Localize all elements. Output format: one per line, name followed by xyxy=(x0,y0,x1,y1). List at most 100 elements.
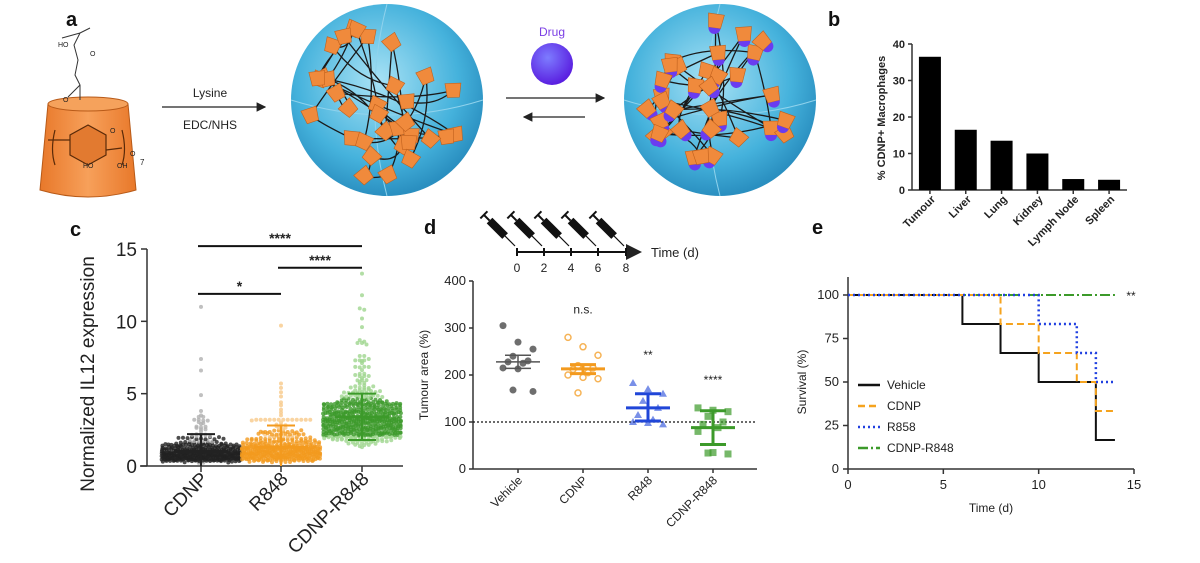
survival-curve xyxy=(848,294,1115,413)
cyclodextrin-icon xyxy=(709,44,726,66)
drug-payload-icon xyxy=(708,88,720,99)
y-axis-label: % CDNP+ Macrophages xyxy=(876,56,888,180)
drug-payload-icon xyxy=(700,130,711,141)
data-point xyxy=(364,342,369,347)
cup-shape xyxy=(369,103,390,124)
timeline-tick-label: 0 xyxy=(514,261,521,275)
timeline-tick-label: 8 xyxy=(623,261,630,275)
data-point xyxy=(346,441,351,446)
cup-shape xyxy=(699,97,720,118)
y-tick-label: 200 xyxy=(444,367,466,382)
data-point xyxy=(634,410,642,418)
data-point xyxy=(282,441,287,446)
y-tick-label: 0 xyxy=(126,457,137,478)
syringe-barrel xyxy=(567,217,589,239)
x-tick-label: Liver xyxy=(947,193,975,221)
x-tick-label: 0 xyxy=(844,477,851,492)
cyclodextrin-icon xyxy=(700,118,723,141)
cup-shape xyxy=(420,128,442,149)
y-axis-label: Survival (%) xyxy=(795,350,809,415)
data-point xyxy=(325,401,330,406)
data-point xyxy=(360,368,364,373)
data-point xyxy=(263,437,268,442)
drug-payload-icon xyxy=(747,58,760,66)
data-point xyxy=(185,446,190,451)
data-point xyxy=(272,439,277,444)
cup-shape xyxy=(636,98,657,119)
bar xyxy=(1098,179,1121,190)
cyclodextrin-icon xyxy=(361,145,383,166)
cup-shape xyxy=(728,126,750,148)
data-point xyxy=(355,440,360,445)
chem-label: HO xyxy=(58,42,69,49)
data-point xyxy=(234,442,239,447)
data-point xyxy=(279,410,283,415)
data-point xyxy=(355,341,360,346)
data-point xyxy=(704,449,712,457)
data-point xyxy=(629,418,637,425)
data-point xyxy=(579,373,587,382)
data-point xyxy=(639,396,647,404)
y-tick-label: 0 xyxy=(899,185,905,197)
y-tick-label: 300 xyxy=(444,320,466,335)
syringe-barrel xyxy=(513,217,535,239)
data-point xyxy=(221,436,226,441)
data-point xyxy=(249,436,254,441)
bar xyxy=(990,140,1013,190)
cup-shape xyxy=(729,66,747,83)
data-point xyxy=(376,429,381,434)
cup-shape xyxy=(698,75,719,97)
data-point xyxy=(332,409,337,414)
cyclodextrin-icon xyxy=(687,77,705,99)
x-tick-label: CDNP-R848 xyxy=(284,469,374,559)
cyclodextrin-icon xyxy=(300,105,319,125)
cyclodextrin-icon xyxy=(397,93,415,110)
data-point xyxy=(217,435,221,440)
data-point xyxy=(299,437,304,442)
legend-label: CDNP-R848 xyxy=(887,441,954,455)
syringe-plunger xyxy=(537,214,545,222)
panel-label-e: e xyxy=(812,217,823,239)
data-point xyxy=(362,307,367,312)
cyclodextrin-icon xyxy=(444,82,462,98)
data-point xyxy=(380,430,384,435)
x-tick-label: CDNP xyxy=(160,469,213,522)
cup-shape xyxy=(650,123,670,143)
y-axis-label: Normalized IL12 expression xyxy=(78,256,99,492)
data-point xyxy=(272,428,277,433)
panel-a-schematic: HO O O O O HO OH 7 Lysine EDC/NHS Drug xyxy=(39,3,817,198)
data-point xyxy=(709,449,717,457)
data-point xyxy=(178,440,183,445)
data-point xyxy=(350,423,355,428)
cyclodextrin-icon xyxy=(669,118,692,142)
data-point xyxy=(366,386,371,391)
syringe-needle xyxy=(558,235,570,247)
data-point xyxy=(254,436,259,441)
syringe-needle xyxy=(613,235,625,247)
data-point xyxy=(383,430,388,435)
data-point xyxy=(344,394,349,399)
data-point xyxy=(352,406,357,411)
data-point xyxy=(379,406,384,411)
data-point xyxy=(386,406,391,411)
chem-label: OH xyxy=(117,163,128,170)
cyclodextrin-icon xyxy=(708,12,725,34)
data-point xyxy=(312,443,317,448)
data-point xyxy=(395,414,399,419)
data-point xyxy=(704,412,712,420)
syringe-needle xyxy=(504,235,516,247)
cyclodextrin-icon xyxy=(394,111,416,132)
cyclodextrin-icon xyxy=(762,120,780,142)
cup-shape xyxy=(669,118,691,140)
data-point xyxy=(380,437,384,442)
drug-payload-icon xyxy=(688,163,701,171)
data-point xyxy=(274,432,279,437)
data-point xyxy=(398,434,403,439)
data-point xyxy=(719,418,727,426)
cyclodextrin-icon xyxy=(777,110,796,134)
cup-shape xyxy=(444,82,462,98)
data-point xyxy=(383,434,388,439)
cup-shape xyxy=(735,26,752,42)
cup-shape xyxy=(337,97,359,118)
cyclodextrin-icon xyxy=(337,97,359,118)
